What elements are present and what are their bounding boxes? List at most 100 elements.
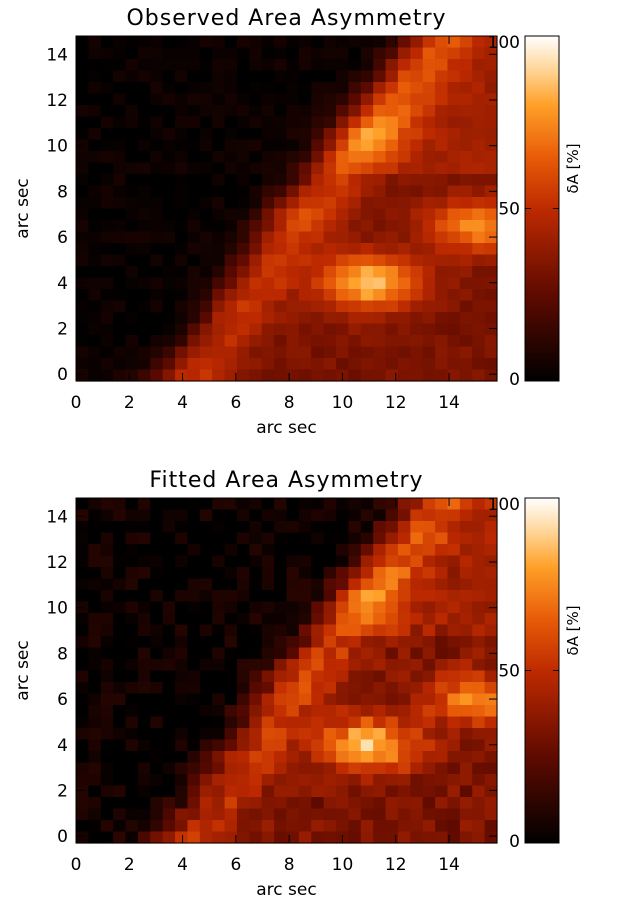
- y-tick-label: 0: [57, 827, 68, 847]
- heatmap-cell: [385, 128, 399, 141]
- heatmap-cell: [360, 693, 374, 706]
- heatmap-cell: [422, 716, 436, 729]
- heatmap-cell: [187, 567, 201, 580]
- heatmap-cell: [459, 544, 473, 557]
- heatmap-cell: [175, 728, 189, 741]
- heatmap-cell: [274, 346, 288, 359]
- heatmap-cell: [76, 532, 89, 545]
- heatmap-cell: [459, 174, 473, 187]
- heatmap-cell: [286, 312, 300, 325]
- heatmap-cell: [422, 105, 436, 118]
- heatmap-cell: [137, 162, 151, 175]
- heatmap-cell: [150, 659, 164, 672]
- heatmap-cell: [187, 682, 201, 695]
- heatmap-cell: [360, 243, 374, 256]
- heatmap-cell: [298, 716, 312, 729]
- heatmap-cell: [236, 300, 250, 313]
- heatmap-cell: [274, 185, 288, 198]
- heatmap-cell: [472, 544, 486, 557]
- heatmap-cell: [88, 567, 102, 580]
- heatmap-cell: [360, 174, 374, 187]
- heatmap-cell: [360, 162, 374, 175]
- heatmap-cell: [435, 774, 449, 787]
- heatmap-cell: [447, 358, 461, 371]
- heatmap-cell: [373, 254, 387, 267]
- heatmap-cell: [236, 266, 250, 279]
- heatmap-cell: [100, 705, 114, 718]
- heatmap-cell: [472, 231, 486, 244]
- heatmap-cell: [224, 751, 238, 764]
- heatmap-cell: [447, 220, 461, 233]
- heatmap-cell: [459, 739, 473, 752]
- heatmap-cell: [459, 567, 473, 580]
- heatmap-cell: [249, 693, 263, 706]
- heatmap-cell: [113, 578, 127, 591]
- heatmap-cell: [249, 59, 263, 72]
- heatmap-cell: [249, 751, 263, 764]
- heatmap-cell: [348, 36, 362, 49]
- heatmap-cell: [199, 555, 213, 568]
- heatmap-cell: [125, 220, 139, 233]
- heatmap-cell: [348, 613, 362, 626]
- heatmap-cell: [162, 300, 176, 313]
- heatmap-cell: [348, 162, 362, 175]
- heatmap-cell: [484, 162, 498, 175]
- heatmap-cell: [137, 647, 151, 660]
- heatmap-cell: [274, 624, 288, 637]
- heatmap-cell: [298, 555, 312, 568]
- heatmap-cell: [373, 105, 387, 118]
- heatmap-cell: [360, 785, 374, 798]
- heatmap-cell: [298, 636, 312, 649]
- heatmap-cell: [187, 277, 201, 290]
- heatmap-cell: [447, 544, 461, 557]
- heatmap-cell: [249, 567, 263, 580]
- heatmap-cell: [261, 139, 275, 152]
- heatmap-cell: [100, 105, 114, 118]
- heatmap-cell: [100, 346, 114, 359]
- heatmap-cell: [224, 369, 238, 382]
- heatmap-cell: [76, 323, 89, 336]
- heatmap-cell: [76, 636, 89, 649]
- heatmap-cell: [459, 220, 473, 233]
- heatmap-cell: [298, 544, 312, 557]
- heatmap-cell: [323, 116, 337, 129]
- heatmap-cell: [422, 578, 436, 591]
- heatmap-cell: [236, 498, 250, 511]
- heatmap-cell: [484, 277, 498, 290]
- heatmap-cell: [484, 498, 498, 511]
- heatmap-cell: [373, 93, 387, 106]
- heatmap-cell: [397, 369, 411, 382]
- heatmap-cell: [187, 312, 201, 325]
- heatmap-cell: [137, 128, 151, 141]
- heatmap-cell: [212, 532, 226, 545]
- heatmap-cell: [397, 47, 411, 60]
- heatmap-cell: [360, 555, 374, 568]
- heatmap-cell: [224, 820, 238, 833]
- heatmap-cell: [236, 762, 250, 775]
- heatmap-cell: [410, 797, 424, 810]
- heatmap-cell: [137, 36, 151, 49]
- heatmap-cell: [236, 208, 250, 221]
- heatmap-cell: [373, 544, 387, 557]
- heatmap-cell: [100, 613, 114, 626]
- heatmap-cell: [113, 624, 127, 637]
- heatmap-cell: [373, 289, 387, 302]
- heatmap-cell: [150, 197, 164, 210]
- heatmap-cell: [249, 624, 263, 637]
- heatmap-cell: [162, 544, 176, 557]
- heatmap-cell: [435, 682, 449, 695]
- heatmap-cell: [397, 358, 411, 371]
- heatmap-cell: [113, 358, 127, 371]
- heatmap-cell: [410, 105, 424, 118]
- heatmap-cell: [422, 59, 436, 72]
- heatmap-cell: [373, 208, 387, 221]
- heatmap-cell: [447, 128, 461, 141]
- heatmap-cell: [385, 693, 399, 706]
- heatmap-cell: [311, 82, 325, 95]
- heatmap-cell: [76, 36, 89, 49]
- heatmap-cell: [311, 705, 325, 718]
- heatmap-cell: [199, 300, 213, 313]
- heatmap-cell: [323, 578, 337, 591]
- heatmap-cell: [274, 578, 288, 591]
- heatmap-cell: [137, 705, 151, 718]
